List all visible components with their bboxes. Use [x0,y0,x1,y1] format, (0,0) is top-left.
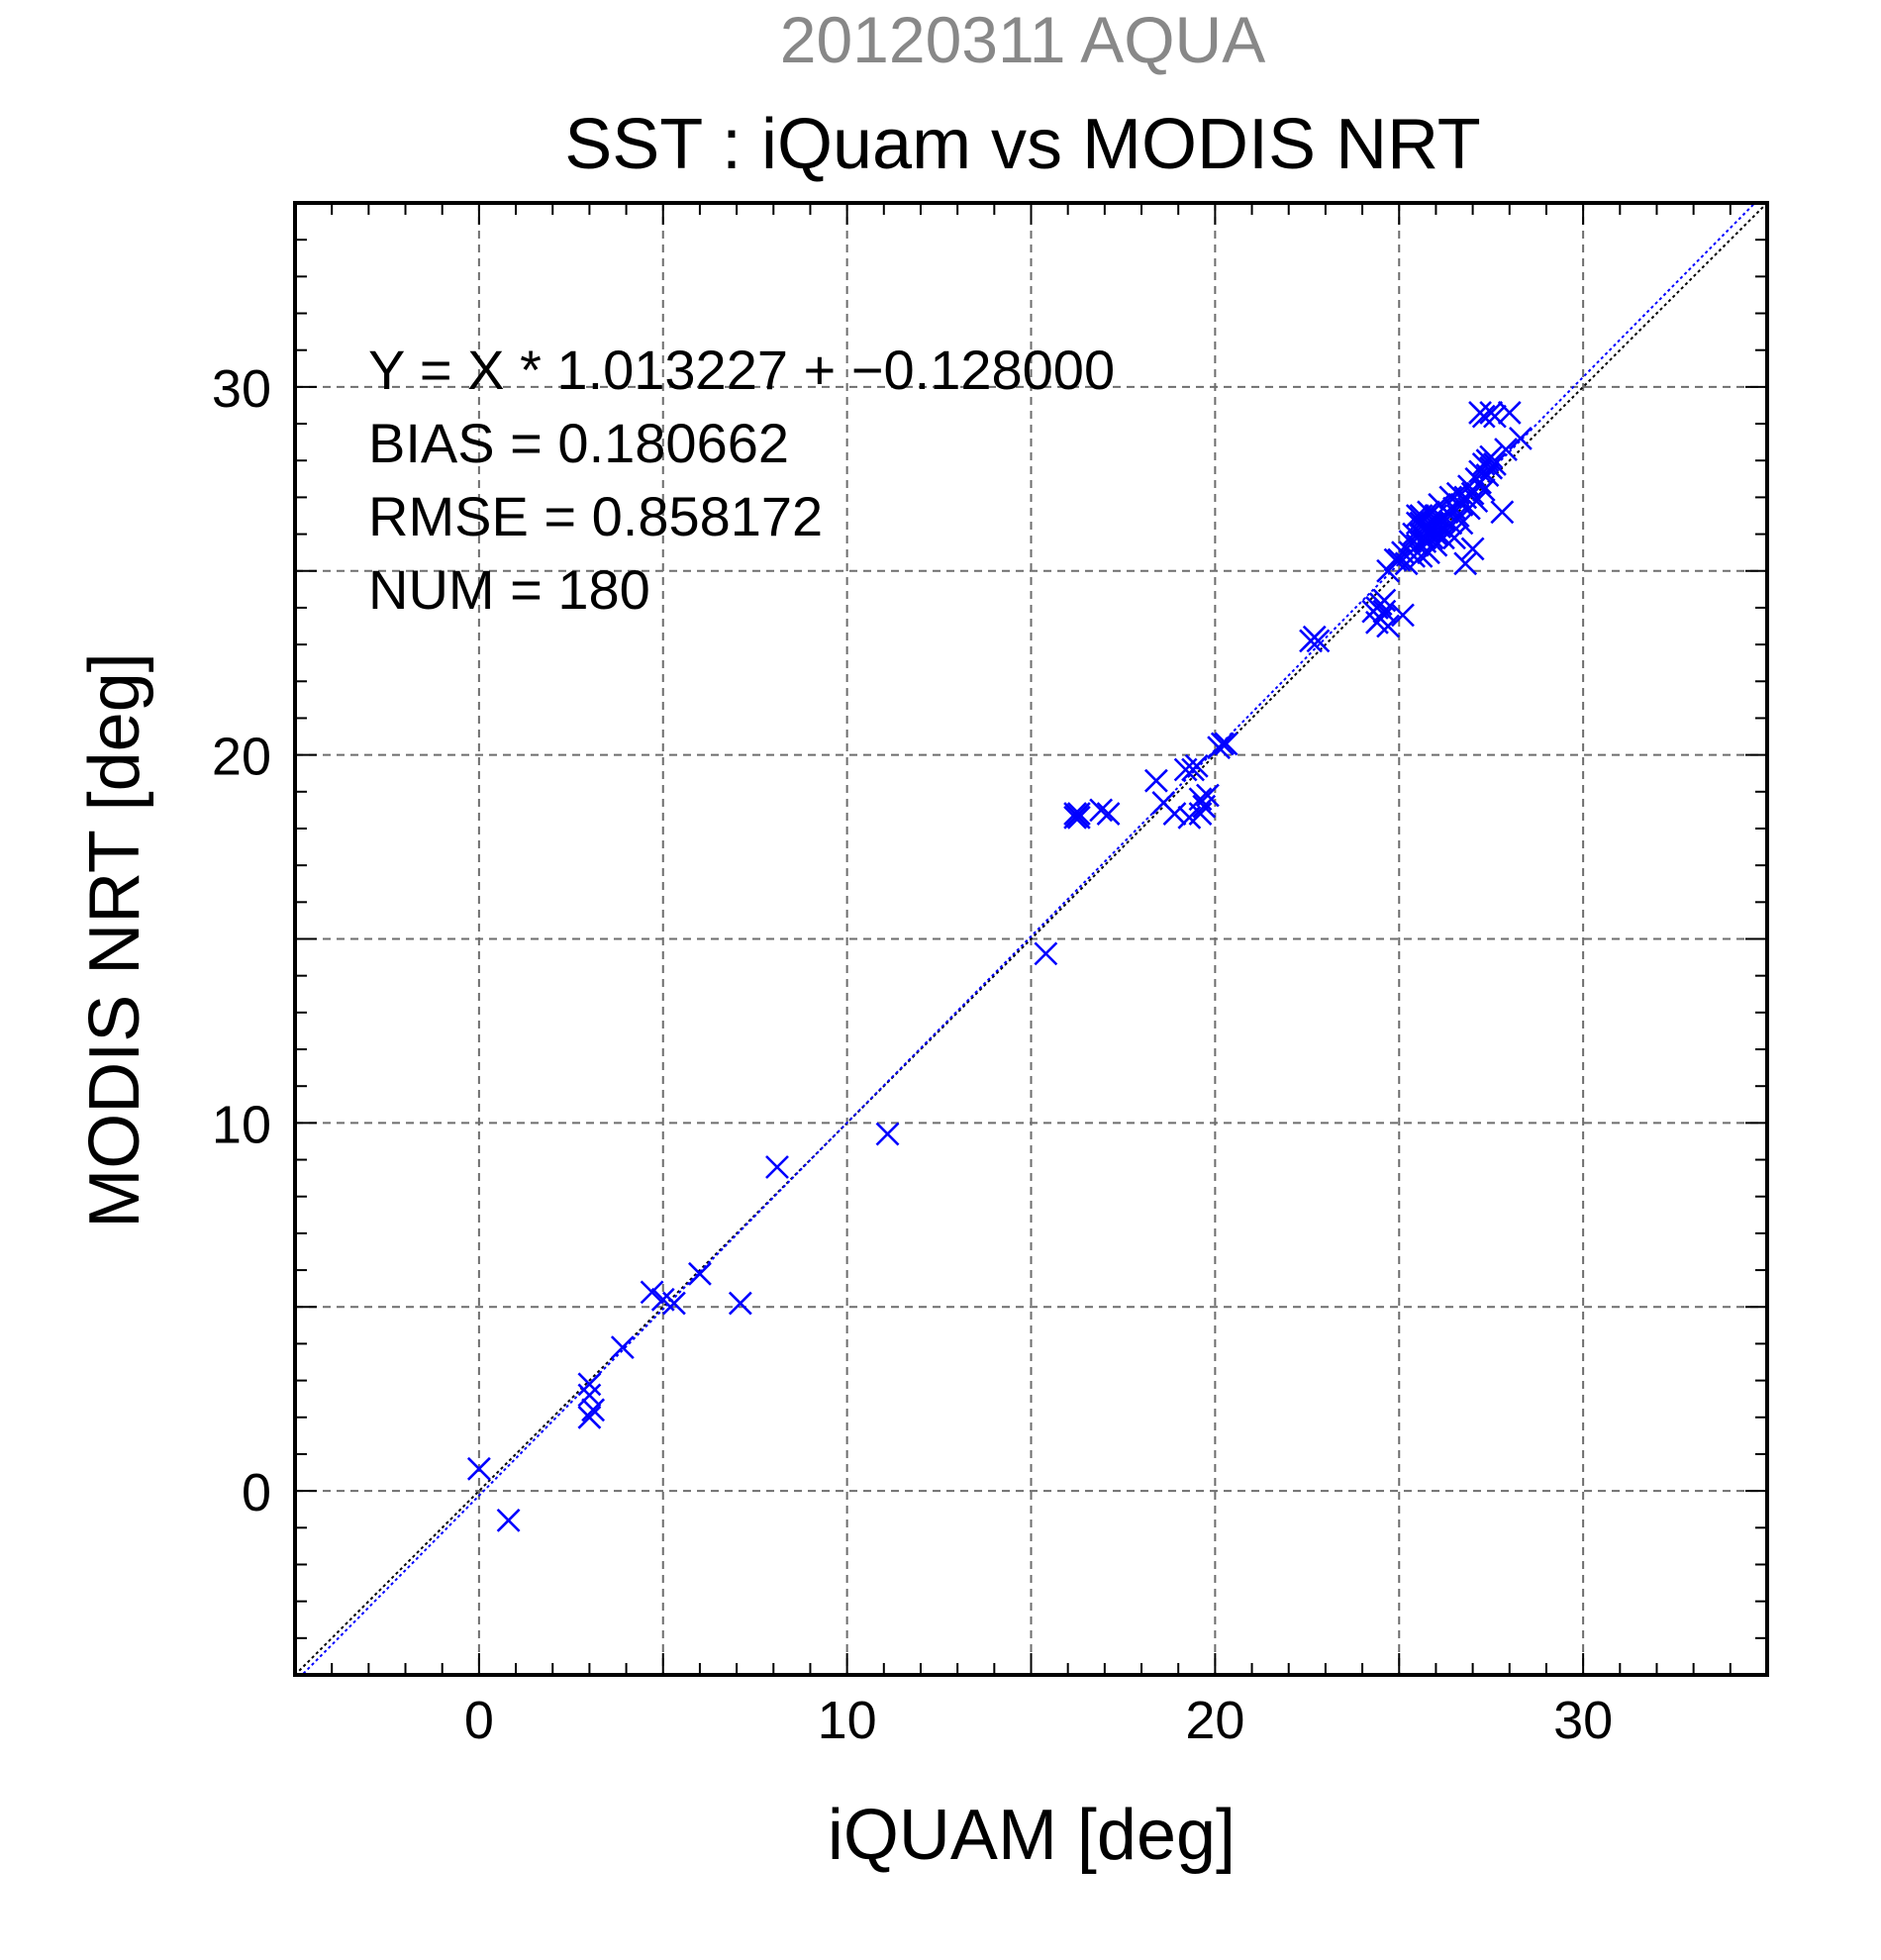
plot-frame [293,201,1769,1677]
data-point [1420,518,1444,542]
chart-title: SST : iQuam vs MODIS NRT [564,105,1481,184]
y-axis-label: MODIS NRT [deg] [75,652,154,1228]
data-point [610,1335,635,1360]
data-point [1096,802,1121,827]
data-point [1372,599,1397,624]
y-tick-labels: 0 10 20 30 [212,359,271,1522]
data-point [1449,511,1474,536]
data-point [577,1405,602,1429]
data-point [875,1122,900,1146]
data-point [1066,805,1091,830]
data-point [466,1456,491,1481]
x-tick-label: 20 [1185,1691,1244,1750]
data-point [1494,438,1518,461]
data-points [466,400,1533,1532]
data-point [1428,522,1452,546]
data-point [640,1280,664,1305]
data-point [1460,537,1485,561]
data-point [1490,500,1515,525]
x-tick-label: 10 [818,1691,877,1750]
data-point [1162,802,1187,827]
stats-annotation: Y = X * 1.013227 + −0.128000 BIAS = 0.180… [368,339,1115,621]
data-point [1482,404,1507,429]
data-point [1372,588,1397,613]
data-point [577,1372,602,1397]
data-point [1143,768,1168,793]
chart-supertitle: 20120311 AQUA [780,3,1266,76]
stats-line: Y = X * 1.013227 + −0.128000 [368,339,1115,401]
data-point [1066,802,1091,827]
data-point [1387,547,1412,572]
data-point [1188,802,1213,827]
data-point [765,1155,789,1179]
y-tick-label: 20 [212,728,271,787]
y-tick-label: 10 [212,1095,271,1154]
y-tick-label: 30 [212,359,271,419]
data-point [1464,489,1489,514]
data-point [1409,543,1434,568]
x-axis-label: iQUAM [deg] [828,1796,1236,1875]
data-point [1497,400,1522,425]
data-point [1453,551,1478,576]
data-point [1214,732,1238,756]
data-point [1391,603,1415,628]
data-point [1509,427,1533,450]
data-point [577,1383,602,1408]
data-point [1089,798,1114,823]
data-point [1471,478,1496,502]
x-tick-labels: 0 10 20 30 [464,1691,1613,1750]
data-point [1482,452,1507,476]
data-point [1479,444,1504,469]
data-point [581,1398,606,1422]
x-tick-label: 30 [1553,1691,1613,1750]
data-point [728,1291,752,1316]
data-point [1196,783,1220,808]
stats-line: NUM = 180 [368,558,650,621]
stats-line: RMSE = 0.858172 [368,485,823,547]
identity-line [295,203,1767,1675]
data-point [1034,941,1058,966]
data-point [1306,629,1331,653]
stats-line: BIAS = 0.180662 [368,412,789,474]
data-point [1184,753,1209,778]
data-point [496,1508,521,1532]
x-tick-label: 0 [464,1691,494,1750]
data-point [1442,526,1466,550]
data-point [1471,404,1496,429]
data-point [661,1291,686,1316]
data-point [1376,614,1401,638]
data-point [688,1261,712,1286]
y-tick-label: 0 [242,1463,271,1522]
data-point [1210,732,1235,756]
